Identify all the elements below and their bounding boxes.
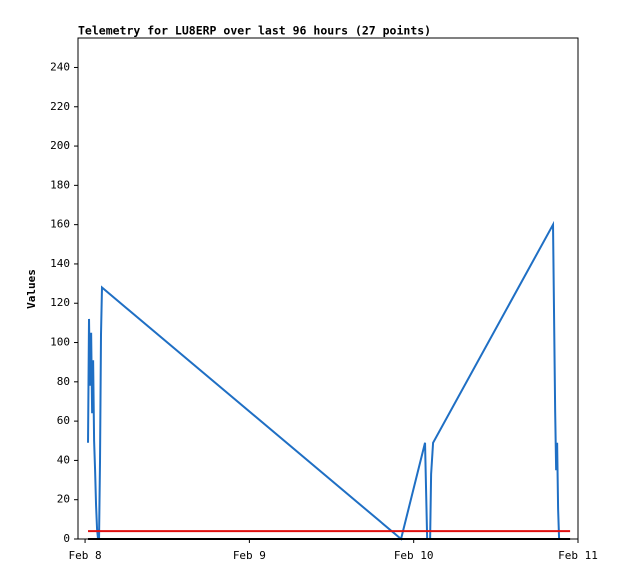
chart-title: Telemetry for LU8ERP over last 96 hours … (78, 24, 431, 38)
y-tick-label: 40 (57, 453, 70, 466)
y-tick-label: 0 (63, 532, 70, 545)
x-tick-label: Feb 9 (233, 549, 266, 562)
y-tick-label: 80 (57, 375, 70, 388)
x-tick-label: Feb 10 (394, 549, 434, 562)
series-line (87, 220, 561, 541)
y-tick-label: 140 (50, 257, 70, 270)
y-tick-label: 120 (50, 296, 70, 309)
y-tick-label: 20 (57, 493, 70, 506)
y-tick-label: 60 (57, 414, 70, 427)
y-tick-label: 240 (50, 60, 70, 73)
y-tick-label: 220 (50, 100, 70, 113)
x-tick-label: Feb 11 (558, 549, 598, 562)
y-tick-label: 180 (50, 178, 70, 191)
y-tick-label: 200 (50, 139, 70, 152)
y-axis-label: Values (25, 269, 38, 309)
y-tick-label: 160 (50, 218, 70, 231)
x-tick-label: Feb 8 (69, 549, 102, 562)
y-tick-label: 100 (50, 336, 70, 349)
